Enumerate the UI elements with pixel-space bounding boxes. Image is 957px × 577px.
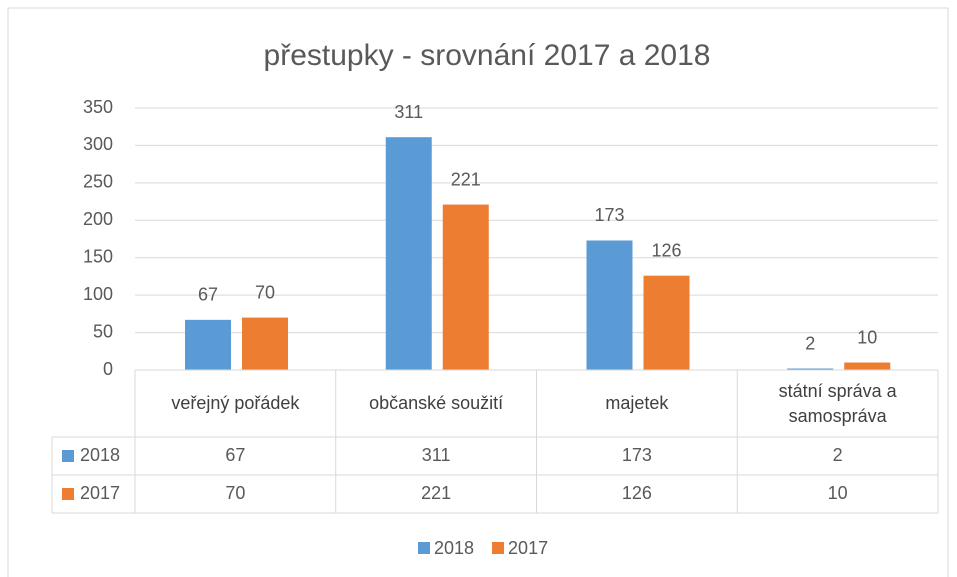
table-series-name: 2017: [80, 483, 120, 503]
category-label-box: majetek: [605, 393, 669, 414]
table-value: 10: [828, 483, 848, 503]
legend-label: 2017: [508, 538, 548, 558]
data-label: 173: [594, 205, 624, 225]
data-label: 67: [198, 285, 218, 305]
legend-key: [418, 542, 430, 554]
table-value: 126: [622, 483, 652, 503]
bar: [787, 368, 834, 370]
category-label-box: veřejný pořádek: [171, 393, 300, 414]
category-label: státní správa a samospráva: [778, 381, 897, 426]
table-value: 173: [622, 445, 652, 465]
y-tick-label: 350: [83, 97, 113, 117]
table-value: 67: [225, 445, 245, 465]
category-label-box: státní správa a samospráva: [778, 381, 897, 426]
data-label: 2: [805, 333, 815, 353]
data-label: 70: [255, 282, 275, 302]
y-tick-label: 300: [83, 134, 113, 154]
bar: [385, 137, 432, 370]
table-value: 221: [421, 483, 451, 503]
legend-key: [62, 450, 74, 462]
legend-key: [62, 488, 74, 500]
bar: [242, 317, 288, 370]
y-tick-label: 250: [83, 172, 113, 192]
chart-title: přestupky - srovnání 2017 a 2018: [264, 39, 711, 72]
y-tick-label: 100: [83, 284, 113, 304]
y-tick-label: 50: [93, 321, 113, 341]
bar: [844, 362, 891, 370]
bar: [586, 240, 633, 370]
data-label: 126: [651, 240, 681, 260]
bar: [643, 275, 690, 370]
data-label: 10: [857, 327, 877, 347]
y-tick-label: 150: [83, 246, 113, 266]
bar: [442, 204, 489, 370]
data-label: 221: [451, 169, 481, 189]
category-label: občanské soužití: [369, 393, 504, 414]
category-label-box: občanské soužití: [369, 393, 504, 414]
table-series-name: 2018: [80, 445, 120, 465]
y-tick-label: 200: [83, 209, 113, 229]
bar: [185, 319, 231, 370]
y-tick-label: 0: [103, 359, 113, 379]
table-value: 2: [833, 445, 843, 465]
category-label: majetek: [605, 393, 669, 414]
table-value: 70: [225, 483, 245, 503]
legend-label: 2018: [434, 538, 474, 558]
category-label: veřejný pořádek: [171, 393, 300, 414]
table-value: 311: [422, 445, 451, 465]
data-label: 311: [394, 102, 423, 122]
legend-key: [492, 542, 505, 554]
